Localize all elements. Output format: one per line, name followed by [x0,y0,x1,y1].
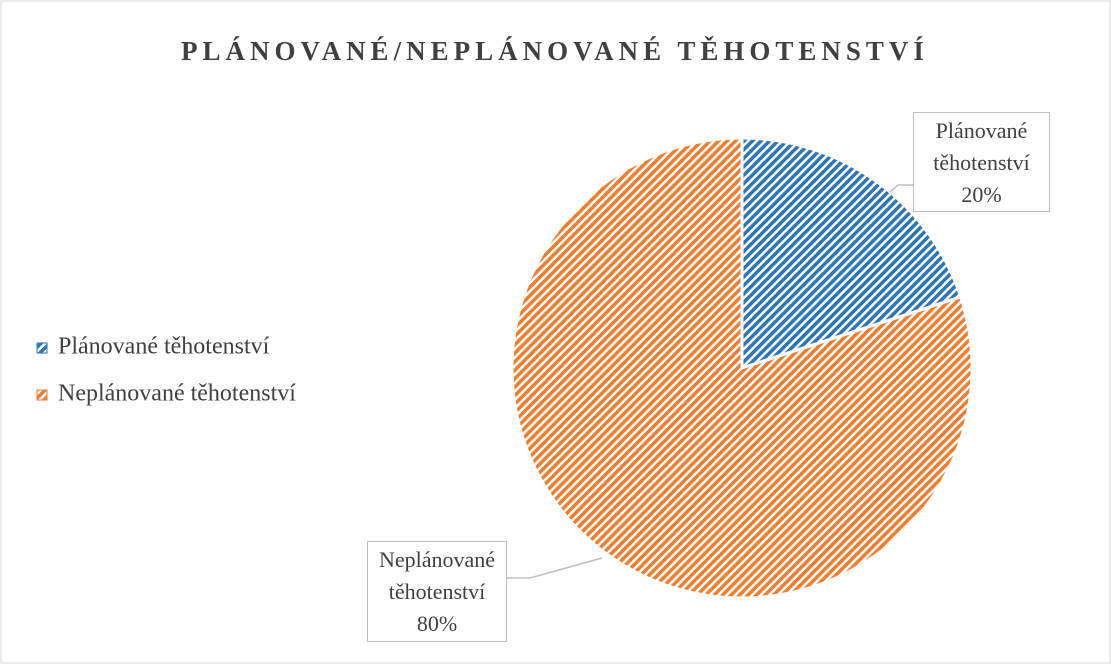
pie-slice [510,136,974,600]
pie-slice [740,136,963,371]
legend-swatch [36,389,48,401]
data-label-value: 80% [416,611,458,636]
data-label: Neplánované těhotenství 80% [367,541,507,642]
leader-line [889,184,913,193]
data-label: Plánované těhotenství 20% [913,112,1050,212]
legend-label: Neplánované těhotenství [58,381,296,407]
data-label-category: Neplánované těhotenství [378,547,496,604]
data-label-value: 20% [961,182,1002,207]
data-label-category: Plánované těhotenství [933,118,1030,175]
chart-title: PLÁNOVANÉ/NEPLÁNOVANÉ TĚHOTENSTVÍ [181,36,929,66]
legend-swatch [36,342,48,354]
leader-line [507,557,603,579]
legend-label: Plánované těhotenství [58,334,270,360]
